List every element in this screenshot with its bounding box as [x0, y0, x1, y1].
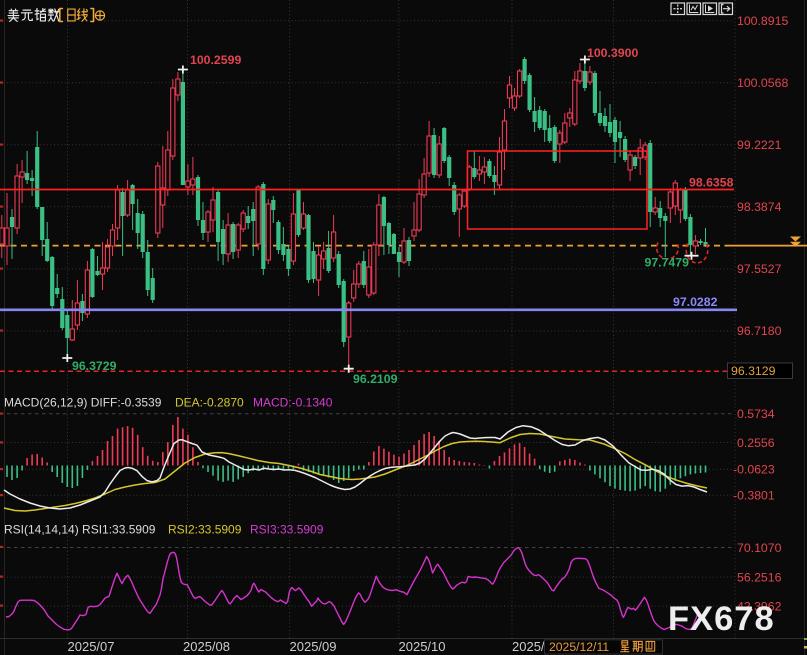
- svg-text:RSI(14,14,14) RSI1:33.5909: RSI(14,14,14) RSI1:33.5909: [4, 523, 156, 537]
- svg-text:42.3962: 42.3962: [737, 599, 782, 613]
- svg-text:-0.0623: -0.0623: [733, 463, 775, 477]
- svg-text:2025/07: 2025/07: [68, 639, 115, 654]
- svg-text:FX678: FX678: [668, 600, 775, 638]
- svg-text:RSI2:33.5909: RSI2:33.5909: [168, 523, 242, 537]
- svg-text:96.2109: 96.2109: [353, 372, 398, 386]
- svg-text:96.3129: 96.3129: [731, 364, 776, 378]
- svg-text:100.0568: 100.0568: [737, 76, 788, 90]
- svg-text:0.2556: 0.2556: [737, 436, 775, 450]
- svg-text:MACD(26,12,9) DIFF:-0.3539: MACD(26,12,9) DIFF:-0.3539: [4, 396, 162, 410]
- svg-text:2025/12/11: 2025/12/11: [549, 640, 609, 654]
- svg-text:56.2516: 56.2516: [737, 570, 782, 584]
- svg-text:100.8915: 100.8915: [737, 14, 788, 28]
- svg-text:98.3874: 98.3874: [737, 200, 782, 214]
- svg-text:96.7180: 96.7180: [737, 324, 782, 338]
- svg-text:97.5527: 97.5527: [737, 262, 782, 276]
- svg-text:97.0282: 97.0282: [673, 295, 718, 309]
- svg-text:100.3900: 100.3900: [587, 46, 638, 60]
- svg-text:0.5734: 0.5734: [737, 407, 775, 421]
- svg-text:97.7479: 97.7479: [645, 256, 690, 270]
- svg-text:99.2221: 99.2221: [737, 138, 782, 152]
- svg-text:96.3729: 96.3729: [72, 359, 117, 373]
- svg-text:70.1070: 70.1070: [737, 541, 782, 555]
- svg-text:-0.3801: -0.3801: [733, 489, 775, 503]
- svg-text:100.2599: 100.2599: [190, 53, 241, 67]
- svg-text:MACD:-0.1340: MACD:-0.1340: [253, 396, 333, 410]
- svg-text:98.6358: 98.6358: [689, 175, 734, 189]
- svg-text:2025/08: 2025/08: [183, 639, 230, 654]
- svg-text:RSI3:33.5909: RSI3:33.5909: [250, 523, 324, 537]
- svg-text:2025/10: 2025/10: [399, 639, 446, 654]
- svg-text:2025/09: 2025/09: [290, 639, 337, 654]
- svg-text:DEA:-0.2870: DEA:-0.2870: [175, 396, 244, 410]
